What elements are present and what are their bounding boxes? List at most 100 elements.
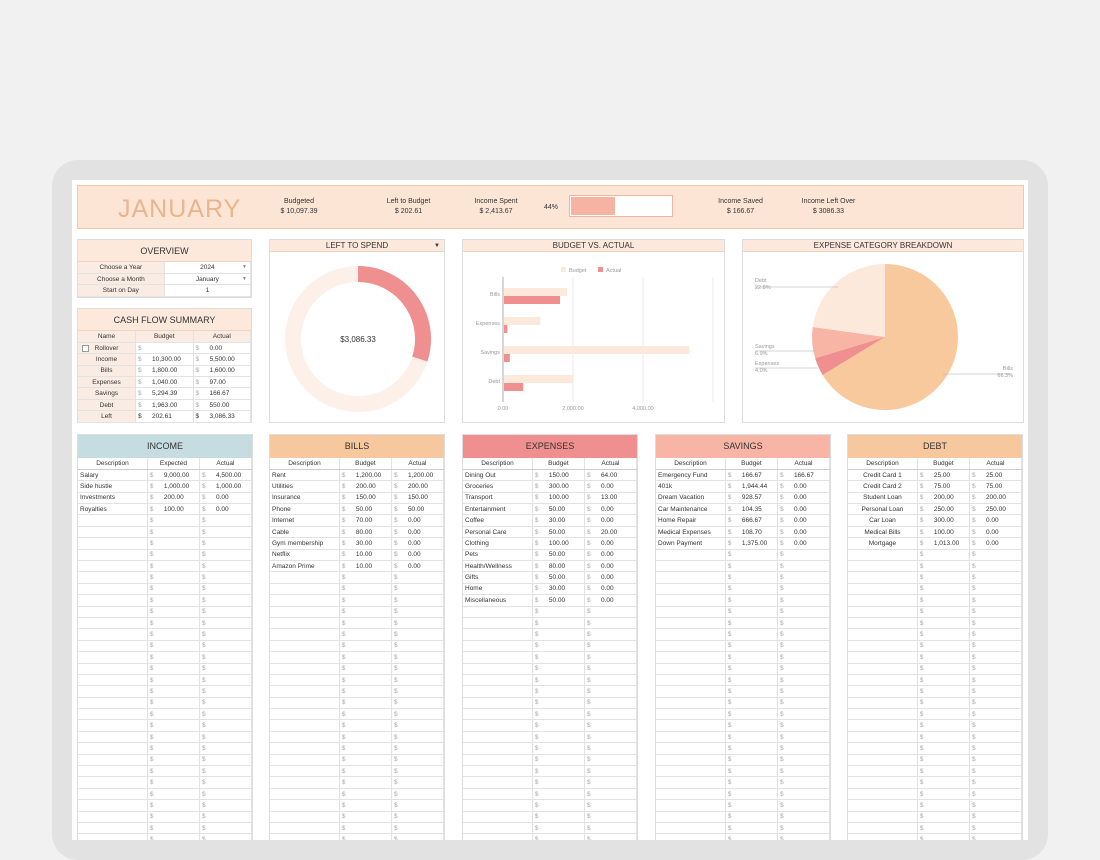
row-description[interactable] bbox=[463, 765, 533, 778]
row-amount[interactable]: $ bbox=[725, 697, 778, 710]
row-amount[interactable]: $ bbox=[969, 583, 1023, 596]
row-description[interactable] bbox=[270, 697, 340, 710]
row-amount[interactable]: $ bbox=[917, 731, 970, 744]
row-description[interactable] bbox=[848, 549, 918, 562]
row-amount[interactable]: $100.00 bbox=[917, 526, 970, 539]
row-amount[interactable]: $0.00 bbox=[969, 514, 1023, 527]
row-amount[interactable]: $ bbox=[339, 651, 392, 664]
row-description[interactable] bbox=[656, 651, 726, 664]
row-amount[interactable]: $ bbox=[391, 799, 445, 812]
row-amount[interactable]: $ bbox=[725, 628, 778, 641]
row-amount[interactable]: $ bbox=[391, 640, 445, 653]
row-amount[interactable]: $ bbox=[777, 606, 831, 618]
row-amount[interactable]: $ bbox=[391, 697, 445, 710]
row-amount[interactable]: $30.00 bbox=[339, 537, 392, 550]
row-amount[interactable]: $ bbox=[917, 776, 970, 789]
row-amount[interactable]: $ bbox=[777, 628, 831, 641]
row-amount[interactable]: $0.00 bbox=[584, 571, 638, 584]
row-amount[interactable]: $ bbox=[391, 674, 445, 687]
row-description[interactable] bbox=[656, 583, 726, 596]
row-amount[interactable]: $1,000.00 bbox=[147, 480, 200, 493]
row-description[interactable] bbox=[78, 788, 148, 801]
row-description[interactable] bbox=[463, 685, 533, 698]
row-amount[interactable]: $ bbox=[917, 685, 970, 698]
row-description[interactable] bbox=[78, 822, 148, 835]
row-amount[interactable]: $ bbox=[147, 811, 200, 824]
row-amount[interactable]: $ bbox=[917, 549, 970, 562]
row-description[interactable] bbox=[78, 833, 148, 840]
row-amount[interactable]: $ bbox=[969, 640, 1023, 653]
row-amount[interactable]: $ bbox=[532, 822, 585, 835]
cashflow-name[interactable]: Rollover bbox=[78, 342, 136, 355]
row-description[interactable]: Gifts bbox=[463, 571, 533, 584]
row-amount[interactable]: $ bbox=[917, 628, 970, 641]
row-amount[interactable]: $ bbox=[199, 822, 253, 835]
row-description[interactable] bbox=[463, 663, 533, 675]
row-amount[interactable]: $150.00 bbox=[532, 469, 585, 482]
row-amount[interactable]: $ bbox=[147, 526, 200, 539]
row-amount[interactable]: $150.00 bbox=[391, 492, 445, 505]
row-description[interactable] bbox=[848, 754, 918, 767]
row-description[interactable] bbox=[78, 549, 148, 562]
row-amount[interactable]: $ bbox=[199, 606, 253, 618]
row-description[interactable] bbox=[270, 594, 340, 607]
row-amount[interactable]: $ bbox=[777, 799, 831, 812]
row-amount[interactable]: $ bbox=[969, 685, 1023, 698]
row-description[interactable] bbox=[848, 799, 918, 812]
row-description[interactable] bbox=[463, 742, 533, 755]
row-amount[interactable]: $250.00 bbox=[917, 503, 970, 516]
row-amount[interactable]: $ bbox=[532, 674, 585, 687]
row-amount[interactable]: $ bbox=[725, 549, 778, 562]
row-amount[interactable]: $ bbox=[391, 708, 445, 721]
row-amount[interactable]: $ bbox=[584, 754, 638, 767]
row-amount[interactable]: $ bbox=[584, 765, 638, 778]
row-description[interactable] bbox=[78, 685, 148, 698]
row-amount[interactable]: $ bbox=[339, 788, 392, 801]
row-description[interactable] bbox=[463, 651, 533, 664]
row-description[interactable] bbox=[656, 560, 726, 573]
row-description[interactable] bbox=[78, 731, 148, 744]
row-description[interactable]: Investments bbox=[78, 492, 148, 505]
row-amount[interactable]: $ bbox=[147, 560, 200, 573]
row-description[interactable] bbox=[270, 799, 340, 812]
row-amount[interactable]: $ bbox=[339, 685, 392, 698]
row-amount[interactable]: $ bbox=[777, 708, 831, 721]
row-amount[interactable]: $ bbox=[532, 742, 585, 755]
row-amount[interactable]: $ bbox=[391, 583, 445, 596]
row-amount[interactable]: $ bbox=[339, 674, 392, 687]
row-description[interactable] bbox=[656, 719, 726, 732]
row-description[interactable] bbox=[463, 674, 533, 687]
row-amount[interactable]: $ bbox=[777, 719, 831, 732]
row-description[interactable] bbox=[270, 606, 340, 618]
row-amount[interactable]: $ bbox=[584, 674, 638, 687]
row-amount[interactable]: $ bbox=[725, 742, 778, 755]
row-amount[interactable]: $ bbox=[969, 719, 1023, 732]
row-amount[interactable]: $ bbox=[391, 571, 445, 584]
row-amount[interactable]: $13.00 bbox=[584, 492, 638, 505]
row-description[interactable] bbox=[656, 685, 726, 698]
row-description[interactable] bbox=[848, 560, 918, 573]
row-amount[interactable]: $ bbox=[969, 617, 1023, 630]
row-description[interactable] bbox=[270, 583, 340, 596]
row-amount[interactable]: $ bbox=[339, 628, 392, 641]
row-amount[interactable]: $64.00 bbox=[584, 469, 638, 482]
row-amount[interactable]: $ bbox=[199, 594, 253, 607]
row-description[interactable]: Credit Card 2 bbox=[848, 480, 918, 493]
row-description[interactable] bbox=[78, 708, 148, 721]
row-amount[interactable]: $ bbox=[725, 674, 778, 687]
row-amount[interactable]: $ bbox=[391, 685, 445, 698]
row-amount[interactable]: $ bbox=[199, 628, 253, 641]
row-amount[interactable]: $ bbox=[917, 560, 970, 573]
row-description[interactable] bbox=[848, 583, 918, 596]
row-description[interactable]: Coffee bbox=[463, 514, 533, 527]
row-amount[interactable]: $ bbox=[725, 583, 778, 596]
row-amount[interactable]: $ bbox=[391, 606, 445, 618]
row-amount[interactable]: $ bbox=[725, 811, 778, 824]
row-amount[interactable]: $ bbox=[969, 731, 1023, 744]
row-amount[interactable]: $ bbox=[725, 571, 778, 584]
overview-select[interactable]: 1 bbox=[164, 284, 252, 297]
row-description[interactable] bbox=[656, 549, 726, 562]
row-amount[interactable]: $ bbox=[584, 697, 638, 710]
row-amount[interactable]: $ bbox=[147, 571, 200, 584]
row-amount[interactable]: $100.00 bbox=[532, 492, 585, 505]
